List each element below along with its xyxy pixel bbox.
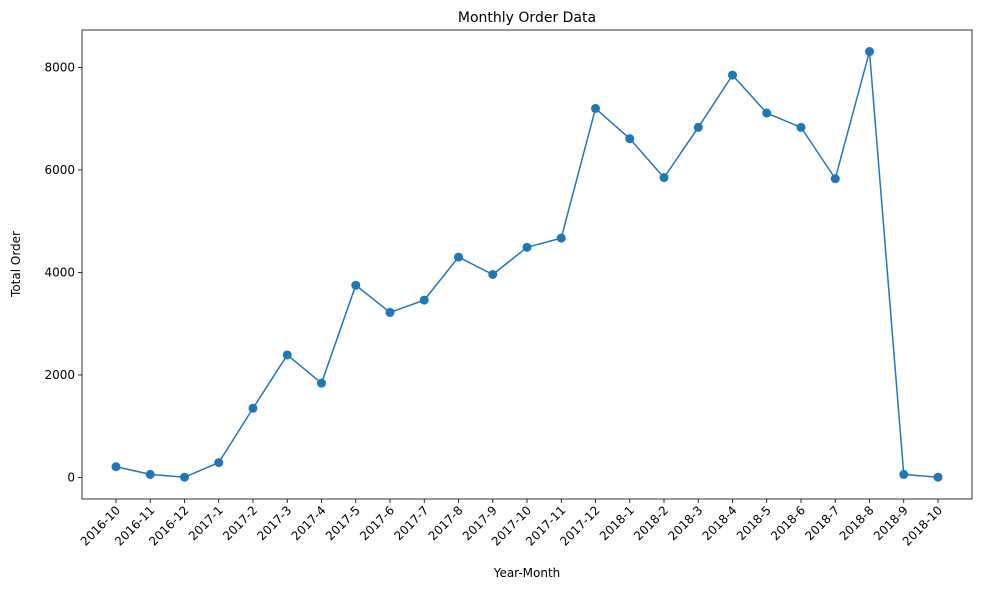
data-point [145,469,155,479]
data-point [865,47,874,57]
data-point [488,269,498,279]
y-tick-label: 2000 [44,368,75,382]
y-axis-label: Total Order [9,231,23,298]
data-point [317,378,326,388]
data-point [214,458,224,468]
data-point [762,108,772,118]
series-layer [111,47,943,482]
chart-title: Monthly Order Data [458,10,596,26]
data-point [419,295,429,305]
data-point [385,307,395,317]
y-axis: 0 2000 4000 6000 8000 [44,60,82,484]
data-point [625,134,635,144]
data-point [111,462,121,472]
data-point [933,472,943,482]
data-point [522,242,532,252]
data-point [899,469,909,479]
y-tick-label: 4000 [44,265,75,279]
data-point [659,173,669,183]
x-axis-label: Year-Month [493,566,561,580]
data-point [180,472,189,482]
data-point [796,122,806,132]
data-point [591,103,600,113]
data-point [693,122,703,132]
data-point [556,233,566,243]
data-point [248,403,258,413]
data-point [728,70,737,80]
data-point [830,174,840,184]
y-tick-label: 6000 [44,163,75,177]
data-point [454,252,463,262]
data-point [351,280,361,290]
y-tick-label: 8000 [44,60,75,74]
data-point [282,350,292,360]
y-tick-label: 0 [67,470,75,484]
